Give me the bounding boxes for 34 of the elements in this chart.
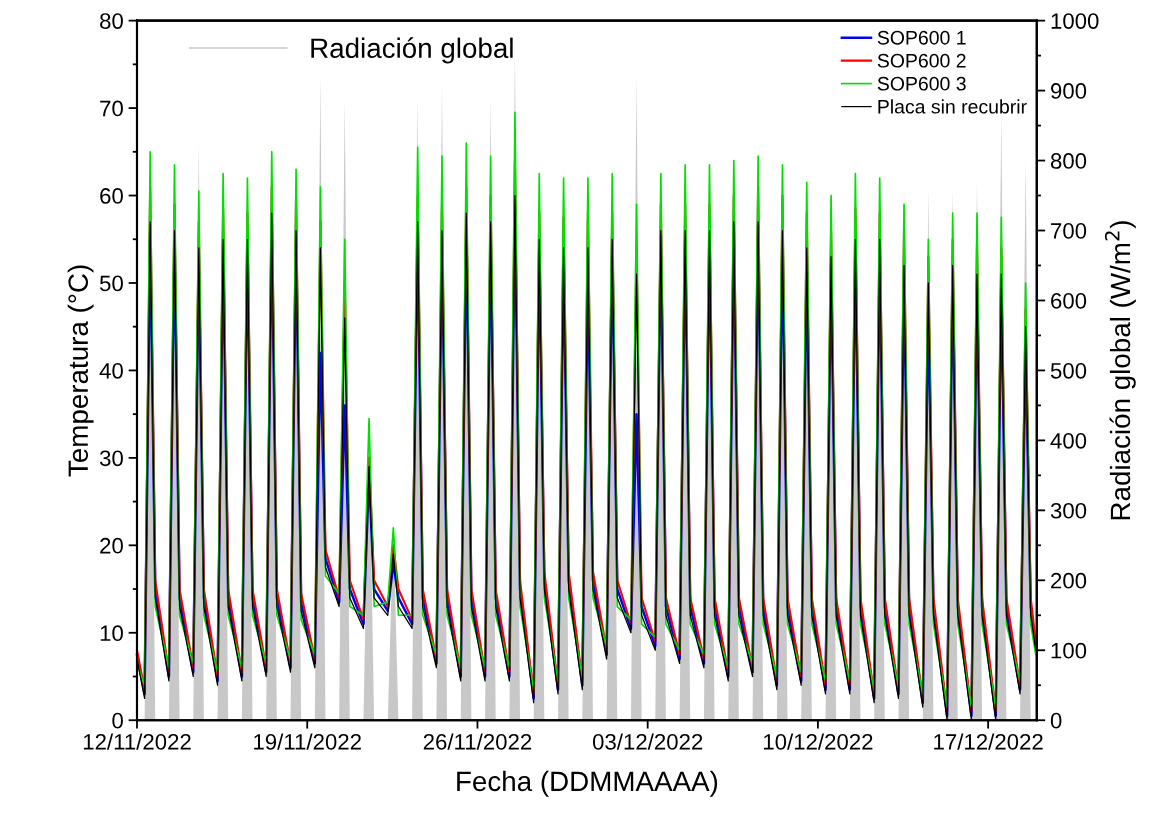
y-tick-label: 60 bbox=[100, 188, 123, 204]
legend-label: SOP600 1 bbox=[877, 30, 966, 45]
x-tick-label: 10/12/2022 bbox=[764, 733, 873, 750]
legend-label: Placa sin recubrir bbox=[878, 99, 1027, 114]
y2-tick-label: 0 bbox=[1050, 712, 1062, 729]
y2-tick-label: 200 bbox=[1051, 572, 1087, 589]
legend-label: Radiación global bbox=[311, 37, 513, 64]
legend-label: SOP600 3 bbox=[877, 76, 966, 91]
y2-tick-label: 100 bbox=[1051, 642, 1087, 659]
x-tick-label: 19/11/2022 bbox=[254, 733, 361, 750]
y-tick-label: 30 bbox=[99, 450, 123, 467]
y2-tick-label: 400 bbox=[1050, 432, 1087, 449]
y2-tick-label: 1000 bbox=[1051, 13, 1099, 29]
x-tick-label: 03/12/2022 bbox=[592, 733, 703, 750]
y-tick-label: 40 bbox=[99, 362, 123, 379]
y-tick-label: 80 bbox=[100, 13, 123, 29]
y2-tick-label: 300 bbox=[1050, 502, 1087, 519]
y2-tick-label: 800 bbox=[1050, 153, 1087, 169]
x-tick-label: 12/11/2022 bbox=[83, 733, 191, 750]
y-tick-label: 0 bbox=[112, 712, 123, 729]
x-tick-label: 26/11/2022 bbox=[423, 733, 532, 750]
y2-tick-label: 600 bbox=[1051, 293, 1087, 309]
y2-axis-title: Radiación global (W/m$^{2}$) bbox=[1104, 221, 1136, 520]
y-tick-label: 50 bbox=[99, 275, 123, 292]
legend-label: SOP600 2 bbox=[877, 53, 966, 68]
y2-tick-label: 900 bbox=[1051, 83, 1087, 99]
y2-tick-label: 700 bbox=[1051, 223, 1087, 239]
y-axis-title: Temperatura (°C) bbox=[67, 265, 94, 477]
x-tick-label: 17/12/2022 bbox=[934, 733, 1043, 750]
y-tick-label: 10 bbox=[100, 625, 123, 642]
x-axis-title: Fecha (DDMMAAAA) bbox=[457, 770, 718, 797]
y-tick-label: 70 bbox=[100, 100, 123, 117]
y-tick-label: 20 bbox=[100, 537, 123, 554]
y2-tick-label: 500 bbox=[1050, 362, 1087, 379]
